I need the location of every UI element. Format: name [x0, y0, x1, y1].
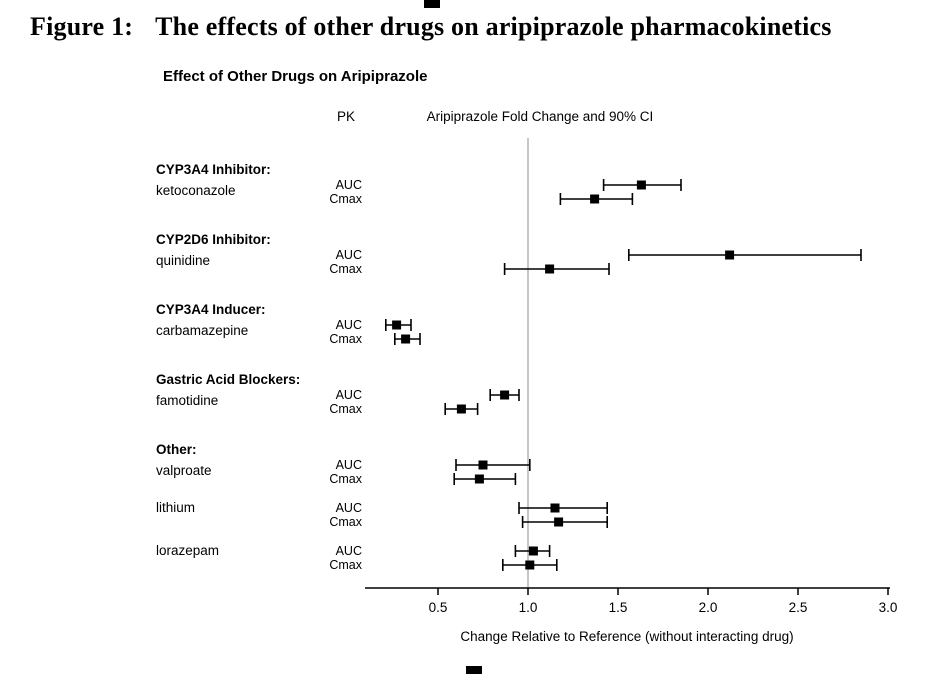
- x-tick-label: 1.5: [609, 600, 628, 615]
- scan-mark-bottom: [466, 666, 482, 674]
- x-axis-title: Change Relative to Reference (without in…: [460, 629, 793, 644]
- drug-label: carbamazepine: [156, 323, 248, 338]
- pk-label: Cmax: [329, 332, 362, 346]
- drug-label: famotidine: [156, 393, 218, 408]
- pk-label: Cmax: [329, 262, 362, 276]
- group-header: CYP3A4 Inhibitor:: [156, 162, 271, 177]
- drug-label: lorazepam: [156, 543, 219, 558]
- point-estimate: [590, 194, 600, 204]
- point-estimate: [528, 546, 538, 556]
- pk-label: AUC: [336, 178, 362, 192]
- x-tick-label: 2.0: [699, 600, 718, 615]
- drug-label: ketoconazole: [156, 183, 236, 198]
- pk-label: Cmax: [329, 402, 362, 416]
- point-estimate: [456, 404, 466, 414]
- group-header: Other:: [156, 442, 197, 457]
- pk-label: Cmax: [329, 472, 362, 486]
- point-estimate: [550, 503, 560, 513]
- point-estimate: [545, 264, 555, 274]
- pk-label: AUC: [336, 458, 362, 472]
- drug-label: lithium: [156, 500, 195, 515]
- point-estimate: [725, 250, 735, 260]
- point-estimate: [474, 474, 484, 484]
- pk-label: AUC: [336, 318, 362, 332]
- chart-title: Effect of Other Drugs on Aripiprazole: [163, 68, 427, 85]
- pk-label: AUC: [336, 501, 362, 515]
- point-estimate: [525, 560, 535, 570]
- point-estimate: [478, 460, 488, 470]
- x-tick-label: 2.5: [789, 600, 808, 615]
- pk-label: AUC: [336, 248, 362, 262]
- drug-label: quinidine: [156, 253, 210, 268]
- point-estimate: [554, 517, 564, 527]
- x-tick-label: 1.0: [519, 600, 538, 615]
- pk-column-header: PK: [337, 109, 355, 124]
- pk-label: AUC: [336, 388, 362, 402]
- point-estimate: [500, 390, 510, 400]
- plot-area: 0.5 1.0 1.5 2.0 2.5 3.0 CYP3A4 Inhibitor: ketoc…: [156, 138, 897, 615]
- point-estimate: [392, 320, 402, 330]
- x-tick-label: 0.5: [429, 600, 448, 615]
- group-header: Gastric Acid Blockers:: [156, 372, 300, 387]
- group-header: CYP2D6 Inhibitor:: [156, 232, 271, 247]
- pk-label: Cmax: [329, 558, 362, 572]
- scan-mark-top: [424, 0, 440, 8]
- figure-title: Figure 1: The effects of other drugs on a…: [30, 12, 832, 42]
- x-tick-label: 3.0: [879, 600, 898, 615]
- drug-label: valproate: [156, 463, 212, 478]
- ci-column-header: Aripiprazole Fold Change and 90% CI: [427, 109, 654, 124]
- pk-label: Cmax: [329, 515, 362, 529]
- group-header: CYP3A4 Inducer:: [156, 302, 266, 317]
- point-estimate: [401, 334, 411, 344]
- pk-label: AUC: [336, 544, 362, 558]
- figure-number-label: Figure 1:: [30, 12, 134, 41]
- pk-label: Cmax: [329, 192, 362, 206]
- point-estimate: [636, 180, 646, 190]
- figure-title-text: The effects of other drugs on aripiprazo…: [155, 12, 832, 41]
